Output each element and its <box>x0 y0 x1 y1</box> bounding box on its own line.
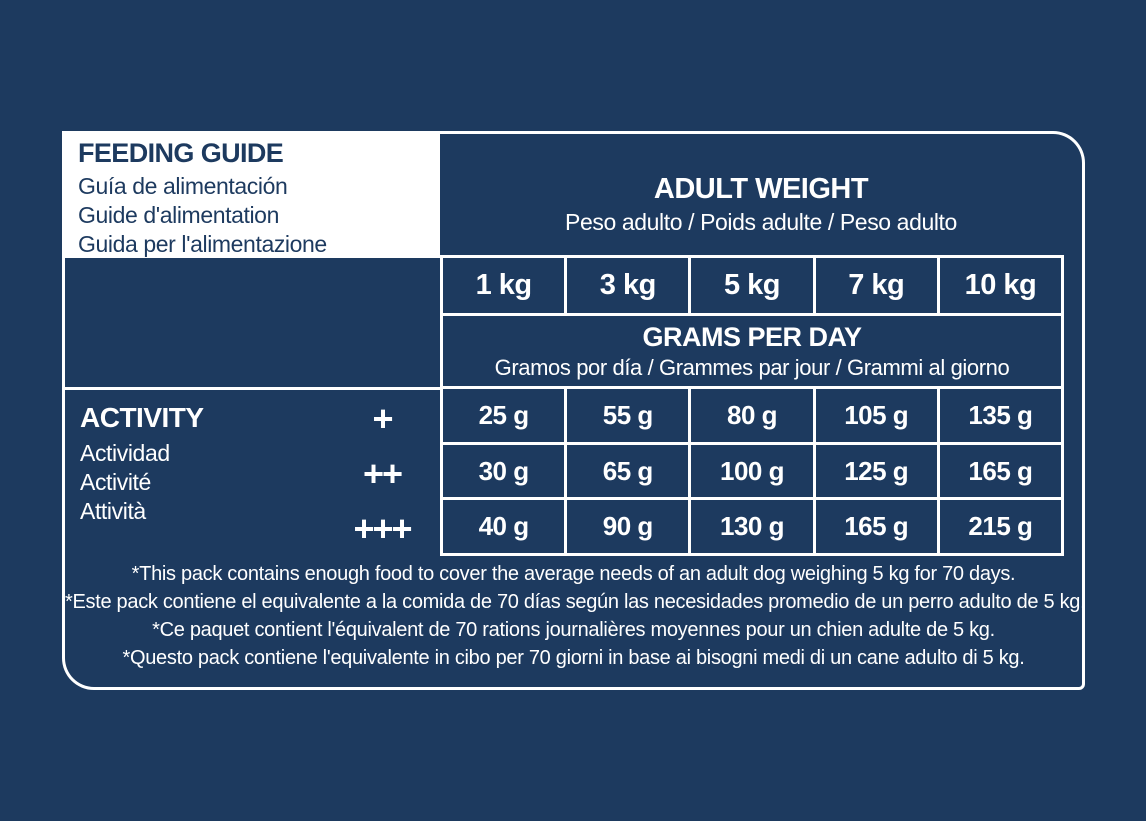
table-cell: 125 g <box>815 444 937 498</box>
activity-subtitle-es: Actividad <box>80 440 170 466</box>
feeding-guide-subtitle-fr: Guide d'alimentation <box>78 202 279 228</box>
feeding-table: 1 kg 3 kg 5 kg 7 kg 10 kg GRAMS PER DAY … <box>440 255 1064 556</box>
footnote-block: *This pack contains enough food to cover… <box>65 560 1086 672</box>
table-cell: 80 g <box>691 389 813 442</box>
footnote-es: *Este pack contiene el equivalente a la … <box>65 591 1086 613</box>
table-cell: 165 g <box>939 444 1062 498</box>
feeding-guide-panel: FEEDING GUIDE Guía de alimentación Guide… <box>62 131 1086 690</box>
adult-weight-title: ADULT WEIGHT <box>653 172 869 205</box>
grams-per-day-title: GRAMS PER DAY <box>642 321 862 352</box>
table-cell: 90 g <box>567 500 689 554</box>
activity-title: ACTIVITY <box>80 402 204 433</box>
weight-header-cell: 5 kg <box>691 258 813 313</box>
grams-per-day-band: GRAMS PER DAY Gramos por día / Grammes p… <box>443 316 1061 386</box>
adult-weight-header: ADULT WEIGHT Peso adulto / Poids adulte … <box>440 134 1082 258</box>
table-cell: 135 g <box>939 389 1062 442</box>
footnote-en: *This pack contains enough food to cover… <box>131 563 1016 585</box>
activity-level-high: +++ <box>353 507 412 549</box>
activity-label-block: ACTIVITY Actividad Activité Attività <box>80 402 204 526</box>
table-row-activity-3: 40 g 90 g 130 g 165 g 215 g <box>443 500 1062 554</box>
activity-subtitle-fr: Activité <box>80 469 151 495</box>
table-cell: 40 g <box>443 500 565 554</box>
feeding-guide-box: FEEDING GUIDE Guía de alimentación Guide… <box>62 131 440 258</box>
weight-header-cell: 3 kg <box>567 258 689 313</box>
table-cell: 130 g <box>691 500 813 554</box>
weight-header-row: 1 kg 3 kg 5 kg 7 kg 10 kg <box>443 258 1062 313</box>
weight-header-cell: 1 kg <box>443 258 565 313</box>
adult-weight-subtitle: Peso adulto / Poids adulte / Peso adulto <box>565 208 957 235</box>
table-cell: 165 g <box>815 500 937 554</box>
feeding-guide-subtitle-it: Guida per l'alimentazione <box>78 231 327 257</box>
feeding-guide-subtitle-es: Guía de alimentación <box>78 173 288 199</box>
activity-level-column: + ++ +++ <box>327 392 437 556</box>
feeding-guide-title: FEEDING GUIDE <box>78 138 284 168</box>
activity-level-low: + <box>372 398 393 440</box>
table-cell: 30 g <box>443 444 565 498</box>
table-cell: 55 g <box>567 389 689 442</box>
table-row-activity-2: 30 g 65 g 100 g 125 g 165 g <box>443 444 1062 498</box>
footnote-it: *Questo pack contiene l'equivalente in c… <box>122 647 1025 669</box>
table-cell: 105 g <box>815 389 937 442</box>
activity-subtitle-it: Attività <box>80 498 146 524</box>
table-cell: 215 g <box>939 500 1062 554</box>
weight-header-cell: 10 kg <box>939 258 1062 313</box>
footnote-fr: *Ce paquet contient l'équivalent de 70 r… <box>152 619 995 641</box>
activity-separator-line <box>65 387 440 390</box>
activity-level-medium: ++ <box>362 453 403 494</box>
grams-per-day-subtitle: Gramos por día / Grammes par jour / Gram… <box>494 354 1010 380</box>
table-cell: 25 g <box>443 389 565 442</box>
table-row-activity-1: 25 g 55 g 80 g 105 g 135 g <box>443 389 1062 442</box>
weight-header-cell: 7 kg <box>815 258 937 313</box>
table-cell: 65 g <box>567 444 689 498</box>
table-cell: 100 g <box>691 444 813 498</box>
